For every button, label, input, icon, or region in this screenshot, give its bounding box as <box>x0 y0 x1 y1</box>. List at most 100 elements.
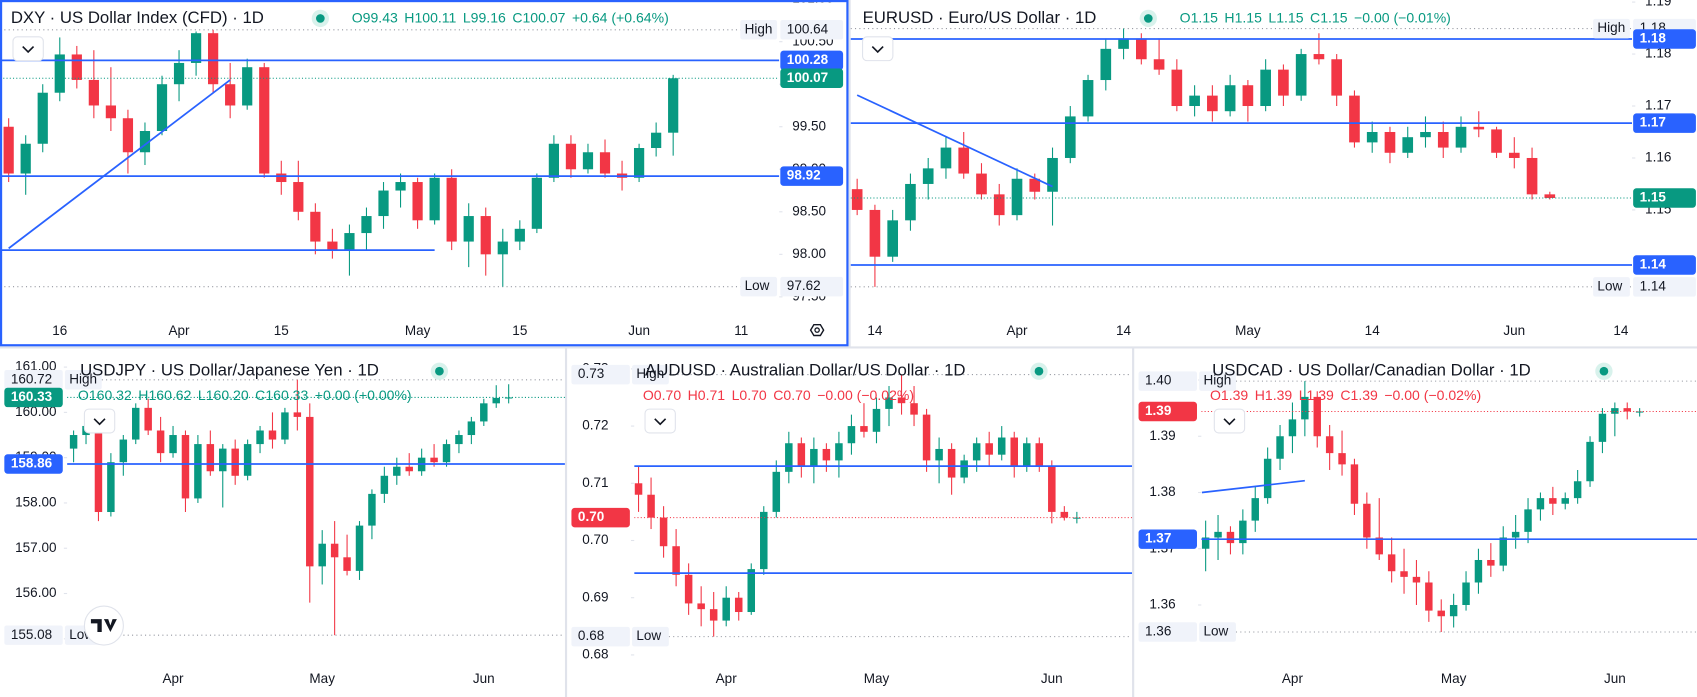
trend-line <box>8 79 231 250</box>
price-tick-label: 1.18 <box>1645 46 1671 61</box>
collapse-chevron[interactable] <box>93 418 106 426</box>
candle-body <box>1064 116 1076 158</box>
collapse-chevron[interactable] <box>22 45 35 54</box>
candle-body <box>361 216 372 234</box>
candle-body <box>88 79 99 106</box>
settings-icon[interactable] <box>809 323 825 337</box>
symbol-title[interactable]: USDJPY · US Dollar/Japanese Yen · 1D <box>80 361 379 380</box>
level-price-label: 1.17 <box>1640 115 1666 130</box>
collapse-button[interactable] <box>644 408 676 434</box>
price-tick-label: 156.00 <box>15 585 56 600</box>
candle-body <box>1573 481 1582 499</box>
candle-body <box>1611 408 1619 414</box>
ohlc-value: L0.70 <box>732 387 767 403</box>
date-label: 15 <box>274 323 289 338</box>
candle-body <box>310 211 321 242</box>
logo-circle[interactable] <box>83 605 124 646</box>
candle-body <box>1508 152 1520 158</box>
candle-body <box>897 397 906 404</box>
candle-body <box>1060 511 1069 518</box>
level-price-label: 1.39 <box>1145 403 1172 418</box>
candle-body <box>225 84 236 106</box>
level-price-box <box>1633 188 1696 208</box>
level-price-box <box>780 166 844 186</box>
collapse-chevron[interactable] <box>1223 418 1236 426</box>
symbol-title[interactable]: DXY · US Dollar Index (CFD) · 1D <box>11 8 264 27</box>
collapse-button-box[interactable] <box>862 36 894 62</box>
price-tag-label: 1.14 <box>1640 278 1667 293</box>
candle-body <box>378 190 389 217</box>
collapse-button[interactable] <box>12 36 44 62</box>
candle-body <box>293 182 304 212</box>
candle-body <box>1082 80 1094 117</box>
tag-name: High <box>745 21 773 36</box>
level-price-label: 0.70 <box>578 509 604 524</box>
candle-body <box>958 147 970 174</box>
status-dot <box>316 14 325 23</box>
candle-body <box>268 430 277 440</box>
price-tag-label: 0.68 <box>578 628 604 643</box>
collapse-button[interactable] <box>1213 408 1246 434</box>
candle-body <box>1214 531 1222 538</box>
price-tag-box <box>1138 371 1197 391</box>
candle-body <box>208 33 219 85</box>
tag-name-box <box>740 276 778 297</box>
candle-body <box>1239 520 1247 544</box>
tradingview-logo[interactable] <box>83 605 124 646</box>
candle-body <box>531 177 542 229</box>
collapse-button[interactable] <box>83 408 116 434</box>
price-tag-box <box>1633 277 1696 297</box>
price-tag-label: 1.36 <box>1145 624 1171 639</box>
plot-area <box>634 374 1133 638</box>
collapse-button-box[interactable] <box>12 36 44 62</box>
candle-body <box>1189 95 1200 107</box>
logo-mark[interactable] <box>90 619 117 633</box>
price-tag-box <box>4 370 63 390</box>
candle-body <box>344 233 355 251</box>
candle-body <box>1412 576 1421 583</box>
ohlc-values: O1.39 H1.39 L1.39 C1.39 −0.00 (−0.02%) <box>1210 387 1481 403</box>
symbol-title[interactable]: AUDUSD · Australian Dollar/US Dollar · 1… <box>645 361 966 380</box>
candle-body <box>119 439 128 463</box>
ohlc-value: O1.15 <box>1180 9 1218 25</box>
candle-body <box>1449 604 1458 617</box>
date-label: Apr <box>1282 671 1304 686</box>
symbol-title[interactable]: USDCAD · US Dollar/Canadian Dollar · 1D <box>1212 361 1531 380</box>
candle-body <box>480 403 488 422</box>
date-label: Apr <box>1006 323 1028 338</box>
settings-button[interactable] <box>809 323 825 337</box>
tag-name: Low <box>636 628 661 643</box>
candle-body <box>1035 443 1044 467</box>
price-tick-label: 98.00 <box>792 246 826 261</box>
settings-icon-center[interactable] <box>814 327 820 333</box>
candle-body <box>668 78 679 133</box>
price-tick-label: 1.17 <box>1645 98 1671 113</box>
price-tick-label: 158.00 <box>15 495 56 510</box>
tag-name: High <box>1597 20 1625 35</box>
collapse-chevron[interactable] <box>871 45 884 54</box>
tag-name: Low <box>1597 278 1622 293</box>
price-tick-label: 1.39 <box>1149 428 1175 443</box>
level-price-box <box>571 507 630 528</box>
ohlc-value: H100.11 <box>404 9 456 25</box>
collapse-button[interactable] <box>862 36 894 62</box>
tag-name-box <box>1593 277 1630 297</box>
collapse-chevron[interactable] <box>654 418 667 426</box>
candle-body <box>869 209 881 257</box>
candle-body <box>463 216 474 242</box>
collapse-button-box[interactable] <box>1213 408 1246 434</box>
candle-body <box>993 194 1005 216</box>
tag-name: High <box>1203 373 1231 388</box>
candle-body <box>1010 437 1018 467</box>
symbol-title[interactable]: EURUSD · Euro/US Dollar · 1D <box>863 8 1097 27</box>
candle-body <box>582 152 594 170</box>
status-dot <box>1143 14 1153 23</box>
candle-body <box>1561 498 1569 504</box>
collapse-button-box[interactable] <box>644 408 676 434</box>
collapse-button-box[interactable] <box>83 408 116 434</box>
candle-body <box>1375 537 1383 555</box>
candle-body <box>1313 396 1321 437</box>
ohlc-value: O160.32 <box>78 387 132 403</box>
level-price-box <box>780 50 844 71</box>
candle-body <box>976 173 987 195</box>
